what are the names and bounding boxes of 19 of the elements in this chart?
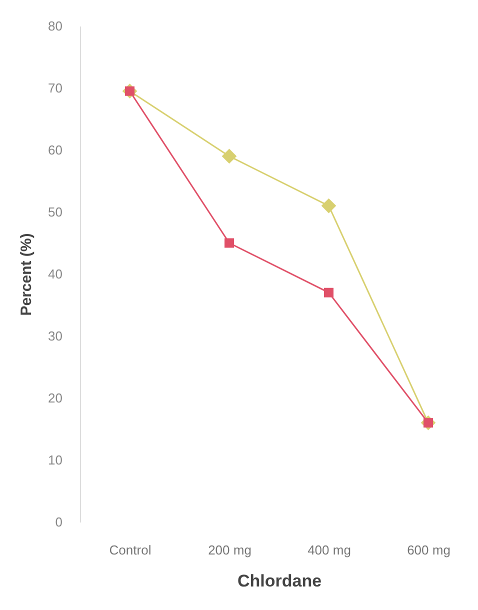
x-tick-label: 600 mg xyxy=(407,542,450,558)
x-axis-title: Chlordane xyxy=(237,572,322,590)
y-tick-label: 40 xyxy=(48,266,62,282)
y-tick-label: 50 xyxy=(48,204,62,220)
y-tick-label: 60 xyxy=(48,142,62,158)
x-tick-label: Control xyxy=(109,542,152,558)
y-tick-label: 80 xyxy=(48,18,62,34)
y-tick-label: 70 xyxy=(48,80,62,96)
point xyxy=(222,148,237,164)
x-tick-label: 200 mg xyxy=(208,542,252,558)
point xyxy=(224,238,234,248)
x-tick-label: 400 mg xyxy=(308,542,351,558)
y-tick-label: 0 xyxy=(55,514,62,530)
point xyxy=(324,288,334,298)
y-tick-label: 10 xyxy=(48,452,62,468)
y-tick-label: 20 xyxy=(48,390,62,406)
y-tick-label: 30 xyxy=(48,328,62,344)
y-axis-title: Percent (%) xyxy=(18,233,36,316)
point xyxy=(321,198,336,214)
